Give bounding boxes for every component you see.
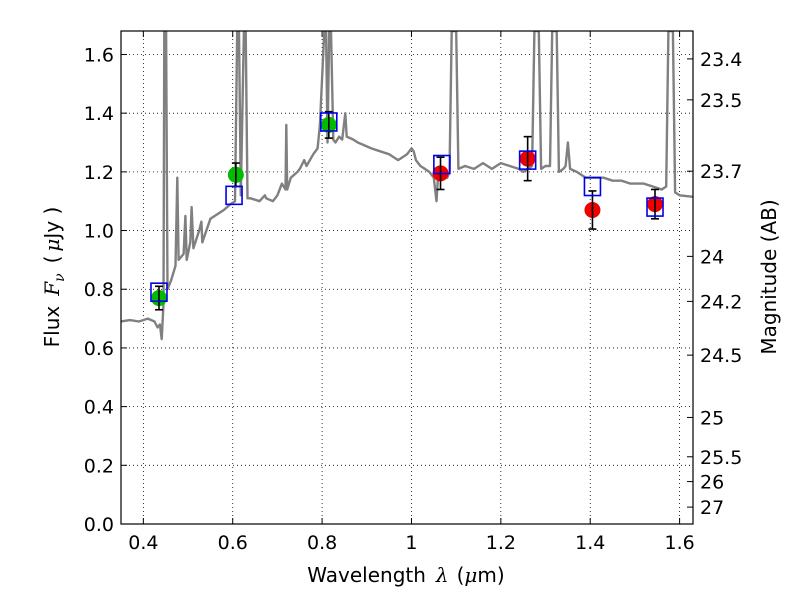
x-axis-symbol: λ bbox=[435, 563, 449, 587]
y2-tick-label: 23.4 bbox=[700, 49, 742, 71]
y2-axis-title: Magnitude (AB) bbox=[757, 199, 781, 354]
y2-tick-label: 23.5 bbox=[700, 90, 742, 112]
x-tick-label: 0.8 bbox=[307, 532, 337, 554]
y2-tick-label: 24.5 bbox=[700, 345, 742, 367]
data-marks bbox=[150, 110, 664, 311]
x-tick-label: 1.6 bbox=[664, 532, 694, 554]
y2-tick-label: 26 bbox=[700, 472, 724, 494]
x-axis-unit-rest: m) bbox=[477, 563, 504, 587]
y-axis-symbol: F bbox=[40, 281, 64, 297]
y-tick-label: 1.6 bbox=[84, 44, 114, 66]
y-axis-subscript: ν bbox=[52, 273, 68, 282]
y2-tick-label: 25 bbox=[700, 407, 724, 429]
y2-tick-label: 24.2 bbox=[700, 291, 742, 313]
y-tick-label: 0.0 bbox=[84, 514, 114, 536]
model-box-marker bbox=[583, 176, 602, 197]
model-box-marker bbox=[319, 112, 338, 132]
y2-tick-label: 24 bbox=[700, 246, 724, 268]
tick-labels: 0.4 0.6 0.8 1 1.2 1.4 1.6 0.0 0.2 0.4 0.6 0.8 1.0 1.2… bbox=[84, 44, 743, 554]
y-tick-label: 0.2 bbox=[84, 455, 114, 477]
x-tick-label: 1.2 bbox=[486, 532, 516, 554]
model-box-marker bbox=[150, 282, 168, 302]
y-tick-label: 1.2 bbox=[84, 162, 114, 184]
y-axis-unit-open: ( bbox=[40, 256, 64, 264]
spectrum-group bbox=[121, 31, 693, 341]
x-tick-label: 1 bbox=[405, 532, 417, 554]
y2-tick-label: 23.7 bbox=[700, 161, 742, 183]
x-axis-title-prefix: Wavelength bbox=[307, 563, 426, 587]
model-box-marker bbox=[518, 150, 537, 170]
y-tick-label: 0.6 bbox=[84, 338, 114, 360]
y-tick-label: 1.0 bbox=[84, 221, 114, 243]
plot-area bbox=[121, 31, 693, 524]
x-tick-label: 0.4 bbox=[128, 532, 158, 554]
x-tick-label: 1.4 bbox=[575, 532, 605, 554]
y-tick-label: 0.4 bbox=[84, 397, 114, 419]
model-box-marker bbox=[433, 154, 451, 175]
model-box-marker bbox=[225, 185, 243, 206]
y-axis-title: Flux Fν ( μJy ) bbox=[40, 207, 68, 348]
x-axis-title: Wavelength λ (μm) bbox=[307, 563, 504, 587]
spectrum-line bbox=[121, 31, 693, 341]
y-tick-label: 0.8 bbox=[84, 279, 114, 301]
x-tick-label: 0.6 bbox=[218, 532, 248, 554]
y-axis-title-prefix: Flux bbox=[40, 306, 64, 348]
y-axis-unit-mu: μ bbox=[40, 239, 64, 252]
model-box-marker bbox=[646, 197, 664, 217]
x-axis-unit-mu: μ bbox=[464, 563, 477, 587]
axis-ticks bbox=[121, 31, 693, 525]
y-axis-unit-rest: Jy ) bbox=[40, 207, 64, 241]
y2-tick-label: 25.5 bbox=[700, 447, 742, 469]
y2-tick-label: 27 bbox=[700, 497, 724, 519]
x-axis-unit-open: ( bbox=[457, 563, 465, 587]
plot-frame bbox=[120, 30, 694, 525]
y-tick-label: 1.4 bbox=[84, 103, 114, 125]
